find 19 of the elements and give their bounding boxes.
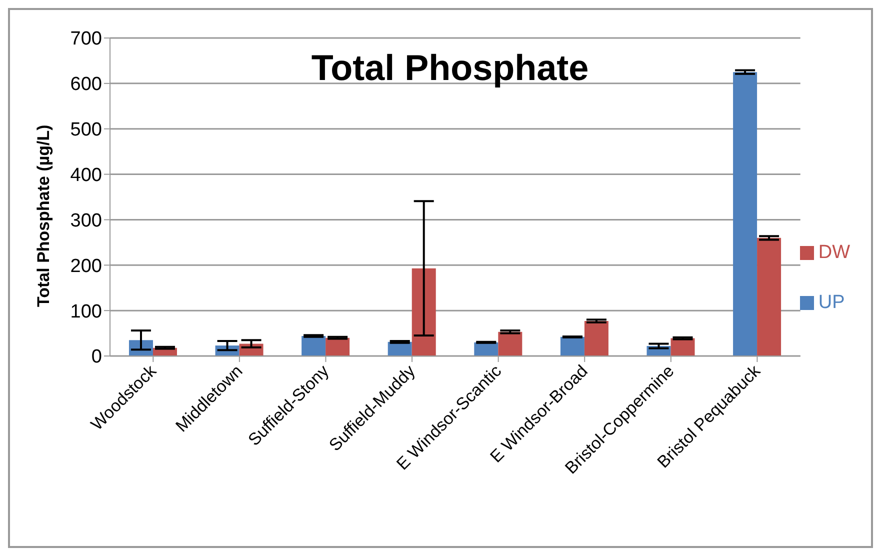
y-tick-label: 500	[70, 120, 102, 141]
bar	[733, 72, 758, 356]
y-tick-label: 100	[70, 301, 102, 322]
bar	[757, 238, 782, 356]
y-tick-label: 600	[70, 74, 102, 96]
bar	[584, 321, 608, 356]
bar	[412, 268, 436, 356]
y-tick-label: 300	[70, 210, 102, 232]
y-axis-title: Total Phosphate (µg/L)	[34, 124, 54, 307]
y-tick-label: 700	[70, 28, 102, 50]
legend-label: UP	[818, 292, 845, 313]
bar	[670, 338, 695, 356]
bar	[498, 332, 522, 356]
y-tick-label: 0	[91, 346, 102, 368]
y-tick-label: 200	[70, 256, 102, 277]
y-tick-label: 400	[70, 165, 102, 186]
chart-title: Total Phosphate	[311, 47, 589, 88]
bar	[560, 336, 584, 356]
legend-label: DW	[818, 242, 850, 263]
